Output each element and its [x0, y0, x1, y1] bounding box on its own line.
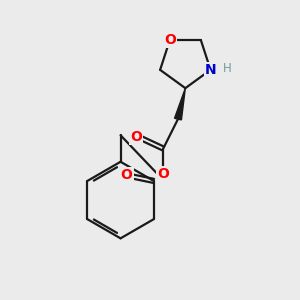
Polygon shape: [175, 88, 185, 120]
Text: O: O: [157, 167, 169, 181]
Text: O: O: [121, 168, 133, 182]
Text: O: O: [164, 33, 176, 47]
Text: O: O: [130, 130, 142, 144]
Text: H: H: [223, 62, 232, 75]
Text: N: N: [205, 63, 216, 77]
